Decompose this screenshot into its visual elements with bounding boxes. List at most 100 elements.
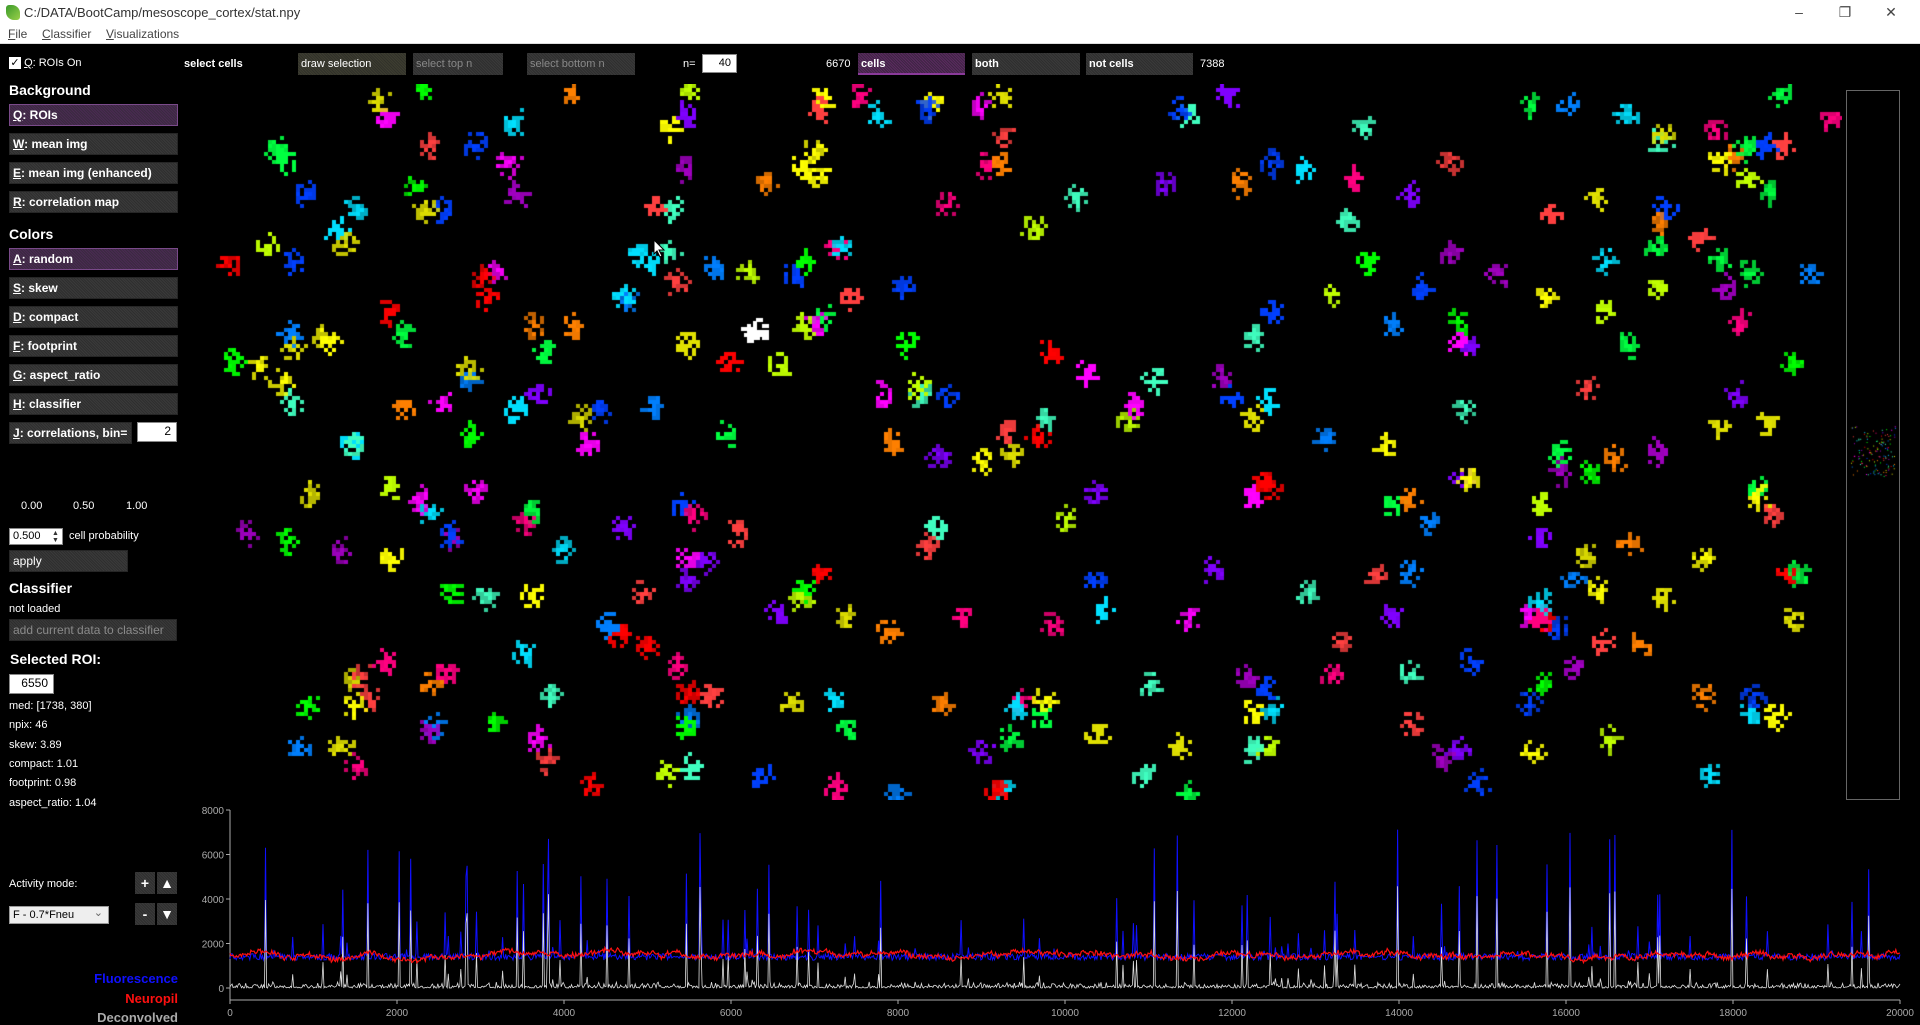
down-button[interactable]: ▼ <box>157 903 177 925</box>
color-option[interactable]: D: compact <box>9 306 178 328</box>
color-option[interactable]: J: correlations, bin= <box>9 422 132 444</box>
fluorescence-trace <box>229 829 1901 963</box>
activity-mode-value: F - 0.7*Fneu <box>13 909 75 921</box>
color-option-key: A <box>13 252 22 266</box>
background-option-label: : correlation map <box>21 195 120 209</box>
roi-minimap[interactable] <box>1846 90 1900 800</box>
color-option-key: F <box>13 339 21 353</box>
menu-classifier[interactable]: Classifier <box>42 27 91 41</box>
spin-down-icon[interactable]: ▼ <box>52 537 59 544</box>
add-to-classifier-button[interactable]: add current data to classifier <box>9 619 177 641</box>
menu-file-label: ile <box>15 27 28 41</box>
color-option-key: H <box>13 397 22 411</box>
select-bottom-n-button[interactable]: select bottom n <box>527 53 635 75</box>
background-option-key: E <box>13 166 22 180</box>
color-option-label: : correlations, bin= <box>19 426 128 440</box>
background-option-key: Q <box>13 108 23 122</box>
plus-button[interactable]: + <box>135 872 155 894</box>
color-option-label: : compact <box>21 310 79 324</box>
menu-classifier-label: lassifier <box>50 27 92 41</box>
neuropil-trace <box>229 945 1900 965</box>
menu-file[interactable]: File <box>8 27 27 41</box>
selected-roi-heading: Selected ROI: <box>10 651 102 667</box>
x-tick-label: 14000 <box>1385 1008 1413 1019</box>
minus-button[interactable]: - <box>135 903 155 925</box>
menu-classifier-key: C <box>42 27 51 41</box>
minimize-button[interactable]: – <box>1795 4 1803 20</box>
color-option[interactable]: A: random <box>9 248 178 270</box>
activity-trace-plot[interactable]: 0 2000 4000 6000 8000 0 2000 4000 6000 8000 10000 1… <box>180 800 1920 1024</box>
color-option[interactable]: G: aspect_ratio <box>9 364 178 386</box>
color-option-label: : footprint <box>20 339 77 353</box>
color-option[interactable]: H: classifier <box>9 393 178 415</box>
menu-file-key: F <box>8 27 16 41</box>
apply-button[interactable]: apply <box>9 550 128 572</box>
y-tick-label: 4000 <box>202 895 225 906</box>
color-option[interactable]: S: skew <box>9 277 178 299</box>
y-tick-label: 2000 <box>202 940 225 951</box>
x-tick-label: 6000 <box>720 1008 743 1019</box>
rois-on-key: Q <box>24 57 33 69</box>
roi-stat: footprint: 0.98 <box>9 777 77 790</box>
restore-button[interactable]: ❐ <box>1838 4 1852 20</box>
colorbar-tick: 0.50 <box>73 500 95 512</box>
colorbar-tick: 1.00 <box>126 500 148 512</box>
roi-stat: compact: 1.01 <box>9 757 79 770</box>
title-bar: C:/DATA/BootCamp/mesoscope_cortex/stat.n… <box>0 0 1920 26</box>
legend-neuropil[interactable]: Neuropil <box>125 991 178 1006</box>
spin-up-icon[interactable]: ▲ <box>52 530 59 537</box>
cells-button[interactable]: cells <box>858 53 965 75</box>
color-option[interactable]: F: footprint <box>9 335 178 357</box>
background-option[interactable]: R: correlation map <box>9 191 178 213</box>
x-tick-label: 0 <box>227 1008 233 1019</box>
up-button[interactable]: ▲ <box>157 872 177 894</box>
background-option[interactable]: Q: ROIs <box>9 104 178 126</box>
app-icon <box>6 5 20 20</box>
roi-stat: skew: 3.89 <box>9 738 62 751</box>
legend-fluorescence[interactable]: Fluorescence <box>94 971 178 986</box>
background-option[interactable]: W: mean img <box>9 133 178 155</box>
color-option-key: J <box>13 426 20 440</box>
x-tick-label: 10000 <box>1051 1008 1079 1019</box>
both-button[interactable]: both <box>972 53 1080 75</box>
selected-roi-input[interactable]: 6550 <box>9 674 54 694</box>
x-tick-label: 16000 <box>1552 1008 1580 1019</box>
not-cells-button[interactable]: not cells <box>1086 53 1193 75</box>
color-option-key: D <box>13 310 22 324</box>
menu-visualizations[interactable]: Visualizations <box>106 27 179 41</box>
n-input[interactable]: 40 <box>702 54 737 73</box>
background-option-label: : mean img (enhanced) <box>21 166 152 180</box>
background-heading: Background <box>9 82 91 98</box>
bin-input[interactable]: 2 <box>137 422 177 442</box>
roi-image[interactable] <box>192 84 1842 800</box>
select-top-n-button[interactable]: select top n <box>413 53 503 75</box>
rois-on-label: : ROIs On <box>32 57 82 69</box>
menu-bar: File Classifier Visualizations <box>0 26 1920 44</box>
rois-on-checkbox[interactable]: ✓ Q: ROIs On <box>9 57 82 70</box>
classifier-heading: Classifier <box>9 580 73 596</box>
background-option-key: R <box>13 195 22 209</box>
colorbar-tick: 0.00 <box>21 500 43 512</box>
background-option[interactable]: E: mean img (enhanced) <box>9 162 178 184</box>
probability-spinbox[interactable]: 0.500 ▲ ▼ <box>9 528 63 545</box>
activity-mode-select[interactable]: F - 0.7*Fneu ⌄ <box>9 906 109 924</box>
window-title: C:/DATA/BootCamp/mesoscope_cortex/stat.n… <box>24 5 301 20</box>
cell-probability-label: cell probability <box>69 530 139 542</box>
x-tick-label: 20000 <box>1886 1008 1914 1019</box>
color-option-label: : aspect_ratio <box>22 368 101 382</box>
roi-stat: npix: 46 <box>9 719 48 732</box>
x-tick-label: 12000 <box>1218 1008 1246 1019</box>
legend-deconvolved[interactable]: Deconvolved <box>97 1010 178 1025</box>
select-cells-label: select cells <box>184 58 243 70</box>
background-option-key: W <box>13 137 25 151</box>
roi-stat: aspect_ratio: 1.04 <box>9 796 97 809</box>
y-tick-label: 0 <box>218 984 224 995</box>
cells-count: 6670 <box>826 58 851 70</box>
probability-value: 0.500 <box>13 530 41 542</box>
menu-visualizations-key: V <box>106 27 114 41</box>
mouse-cursor-icon <box>653 239 666 258</box>
draw-selection-button[interactable]: draw selection <box>298 53 406 75</box>
close-button[interactable]: ✕ <box>1885 4 1897 20</box>
chevron-down-icon: ⌄ <box>93 907 103 919</box>
x-tick-label: 4000 <box>553 1008 576 1019</box>
